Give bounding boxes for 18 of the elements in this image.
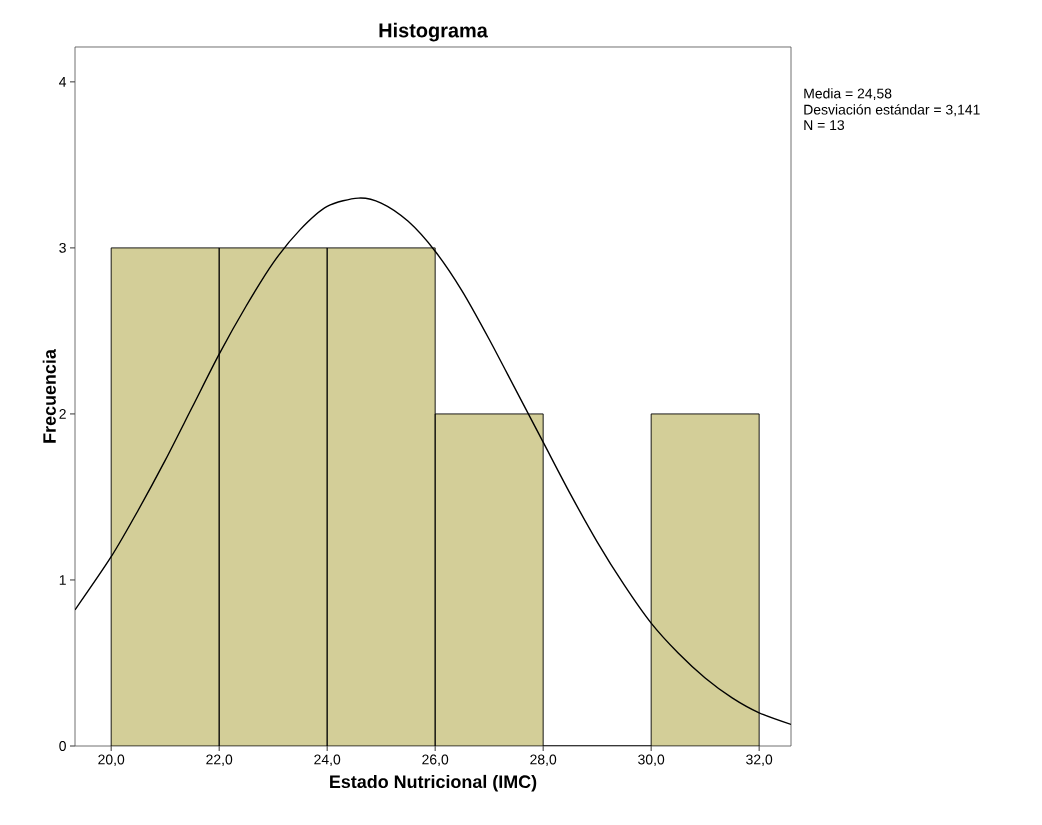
x-tick-label: 22,0 [206,754,233,767]
text: Media = 24,58 [804,88,892,101]
y-tick-label: 0 [59,741,66,751]
text: N = 13 [804,120,845,131]
y-tick-label: 1 [59,575,66,585]
y-tick-label: 3 [59,242,66,253]
x-tick-label: 32,0 [746,754,773,767]
text: Desviación estándar = 3,141 [804,104,980,117]
x-tick-label: 24,0 [314,754,341,767]
y-tick-label: 2 [59,409,66,419]
x-tick-label: 26,0 [422,754,449,767]
x-tick-label: 28,0 [530,754,557,767]
x-tick-label: 30,0 [638,754,665,767]
chart-title: Histograma [379,22,488,42]
x-axis-title: Estado Nutricional (IMC) [330,774,537,792]
y-tick-label: 4 [59,77,67,87]
x-tick-label: 20,0 [98,754,125,767]
y-axis-title: Frecuencia [42,349,56,443]
